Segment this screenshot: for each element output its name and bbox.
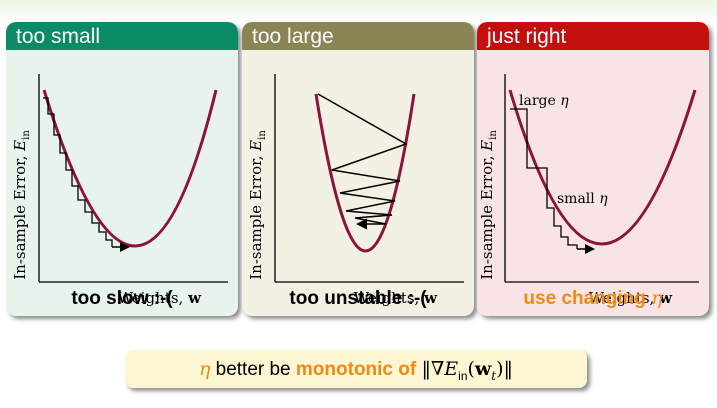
error-curve-plot: large η small η In-sample Error, Ein Wei…: [478, 74, 699, 307]
formula-e: E: [444, 358, 459, 380]
panel-caption: too unstable :-(: [289, 288, 427, 309]
panel-caption: too slow :-(: [71, 288, 173, 309]
panel-too-small: too small In-sample Error, Ein Weights, …: [6, 22, 238, 316]
arrow-icon: [356, 218, 367, 230]
x-axis-label: Weights, w: [354, 289, 438, 307]
error-curve: [314, 93, 416, 253]
zigzag-path: [317, 93, 408, 225]
panel-title: too large: [242, 22, 474, 50]
norm-open: ‖∇: [421, 358, 445, 380]
panel-too-large: too large In-sample Error, Ein Weights, …: [242, 22, 474, 316]
step-path: [510, 108, 578, 249]
paren-open: (: [467, 358, 475, 380]
caption-text: use changing: [523, 288, 652, 309]
y-axis-label: In-sample Error, Ein: [478, 130, 499, 280]
arrow-icon: [120, 242, 130, 252]
caption-eta: η: [651, 287, 663, 309]
panel-body: In-sample Error, Ein Weights, w too unst…: [242, 50, 474, 316]
conclusion-box: η better be monotonic of ‖∇Ein(wt)‖: [125, 350, 587, 388]
annotation-small-eta: small η: [557, 191, 608, 207]
panel-title: too small: [6, 22, 238, 50]
formula-sub-t: t: [491, 368, 497, 383]
panel-caption: use changing η: [477, 287, 709, 310]
eta-symbol: η: [198, 358, 211, 380]
error-curve-plot: In-sample Error, Ein Weights, w: [11, 74, 228, 307]
error-curve: [508, 89, 697, 246]
formula-sub-in: in: [458, 368, 468, 383]
x-axis-label: Weights, w: [118, 289, 202, 307]
top-strip: [0, 0, 717, 22]
gradient-norm-formula: ‖∇Ein(wt)‖: [421, 358, 514, 383]
step-path: [43, 97, 113, 247]
norm-close: )‖: [496, 358, 514, 380]
panel-just-right: just right large η small η In-sample Err…: [477, 22, 709, 316]
panel-body: In-sample Error, Ein Weights, w too slow…: [6, 50, 238, 316]
monotonic-highlight: monotonic of: [295, 359, 417, 380]
error-curve: [42, 89, 218, 248]
panel-body: large η small η In-sample Error, Ein Wei…: [477, 50, 709, 316]
y-axis-label: In-sample Error, Ein: [11, 130, 32, 280]
panel-title: just right: [477, 22, 709, 50]
annotation-large-eta: large η: [519, 93, 569, 109]
error-curve-plot: In-sample Error, Ein Weights, w: [247, 74, 464, 307]
x-axis-label: Weights, w: [589, 289, 673, 307]
formula-w: w: [474, 358, 492, 380]
conclusion-text: better be: [210, 359, 296, 380]
arrow-icon: [585, 244, 595, 254]
y-axis-label: In-sample Error, Ein: [247, 130, 268, 280]
